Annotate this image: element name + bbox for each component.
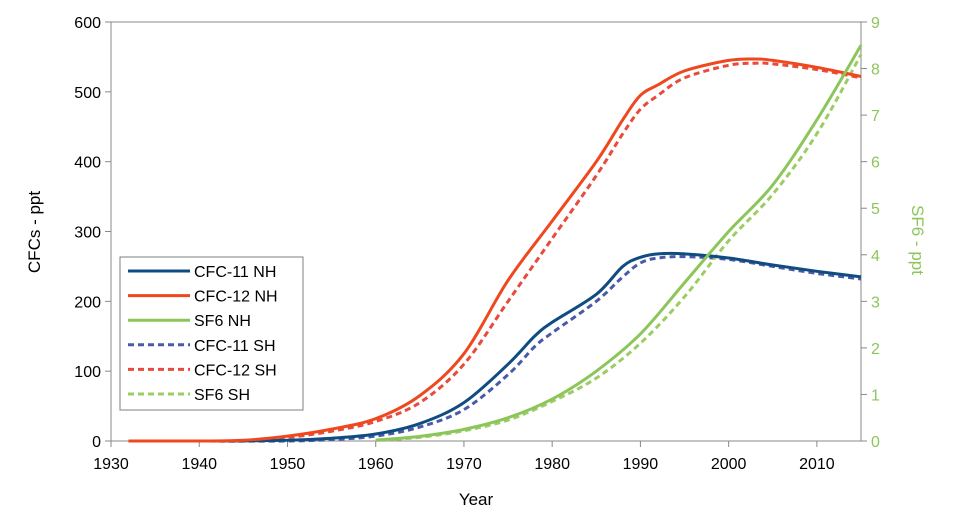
legend-label: CFC-12 SH [194, 362, 277, 379]
legend-label: CFC-11 SH [194, 338, 276, 355]
legend-label: CFC-11 NH [194, 264, 276, 281]
y-right-axis: 0 1 2 3 4 5 6 7 8 9 [860, 15, 880, 451]
series-line-cfc-12-nh [128, 57, 862, 443]
y-left-axis: 0 100 200 300 400 500 600 [74, 15, 112, 451]
series-line-sf6-sh [375, 53, 863, 443]
x-tick-label: 1980 [534, 456, 570, 473]
legend: CFC-11 NH CFC-12 NH SF6 NH CFC-11 SH CFC-12 … [119, 256, 304, 411]
x-tick-label: 1990 [623, 456, 659, 473]
y-left-tick-label: 200 [74, 294, 101, 311]
x-tick-label: 1930 [93, 456, 129, 473]
x-tick-label: 2010 [799, 456, 835, 473]
x-tick-label: 1940 [181, 456, 217, 473]
x-axis: 1930 1940 1950 1960 1970 1980 1990 2000 2010 [93, 440, 861, 473]
x-tick-label: 2000 [711, 456, 747, 473]
series-line-cfc-11-nh [128, 251, 862, 443]
y-right-tick-label: 1 [871, 387, 880, 404]
y-right-tick-label: 2 [871, 341, 880, 358]
y-left-tick-label: 0 [92, 434, 101, 451]
series-layer [128, 44, 863, 443]
x-tick-label: 1970 [446, 456, 482, 473]
y-right-tick-label: 9 [871, 15, 880, 32]
y-right-tick-label: 0 [871, 434, 880, 451]
legend-label: SF6 NH [194, 313, 251, 330]
series-line-sf6-nh [375, 44, 863, 442]
x-tick-label: 1950 [270, 456, 306, 473]
y-right-tick-label: 7 [871, 108, 880, 125]
y-right-tick-label: 6 [871, 155, 880, 172]
y-right-axis-title: SF6 - ppt [908, 205, 927, 275]
y-left-tick-label: 500 [74, 85, 101, 102]
y-right-tick-label: 5 [871, 201, 880, 218]
legend-label: SF6 SH [194, 387, 250, 404]
y-right-tick-label: 8 [871, 62, 880, 79]
x-tick-label: 1960 [358, 456, 394, 473]
y-left-tick-label: 100 [74, 364, 101, 381]
x-axis-title: Year [459, 490, 494, 509]
y-left-tick-label: 300 [74, 225, 101, 242]
y-right-tick-label: 4 [871, 248, 880, 265]
y-left-tick-label: 600 [74, 15, 101, 32]
y-right-tick-label: 3 [871, 294, 880, 311]
legend-label: CFC-12 NH [194, 289, 278, 306]
y-left-tick-label: 400 [74, 155, 101, 172]
y-left-axis-title: CFCs - ppt [25, 191, 44, 273]
legend-box [119, 256, 304, 411]
